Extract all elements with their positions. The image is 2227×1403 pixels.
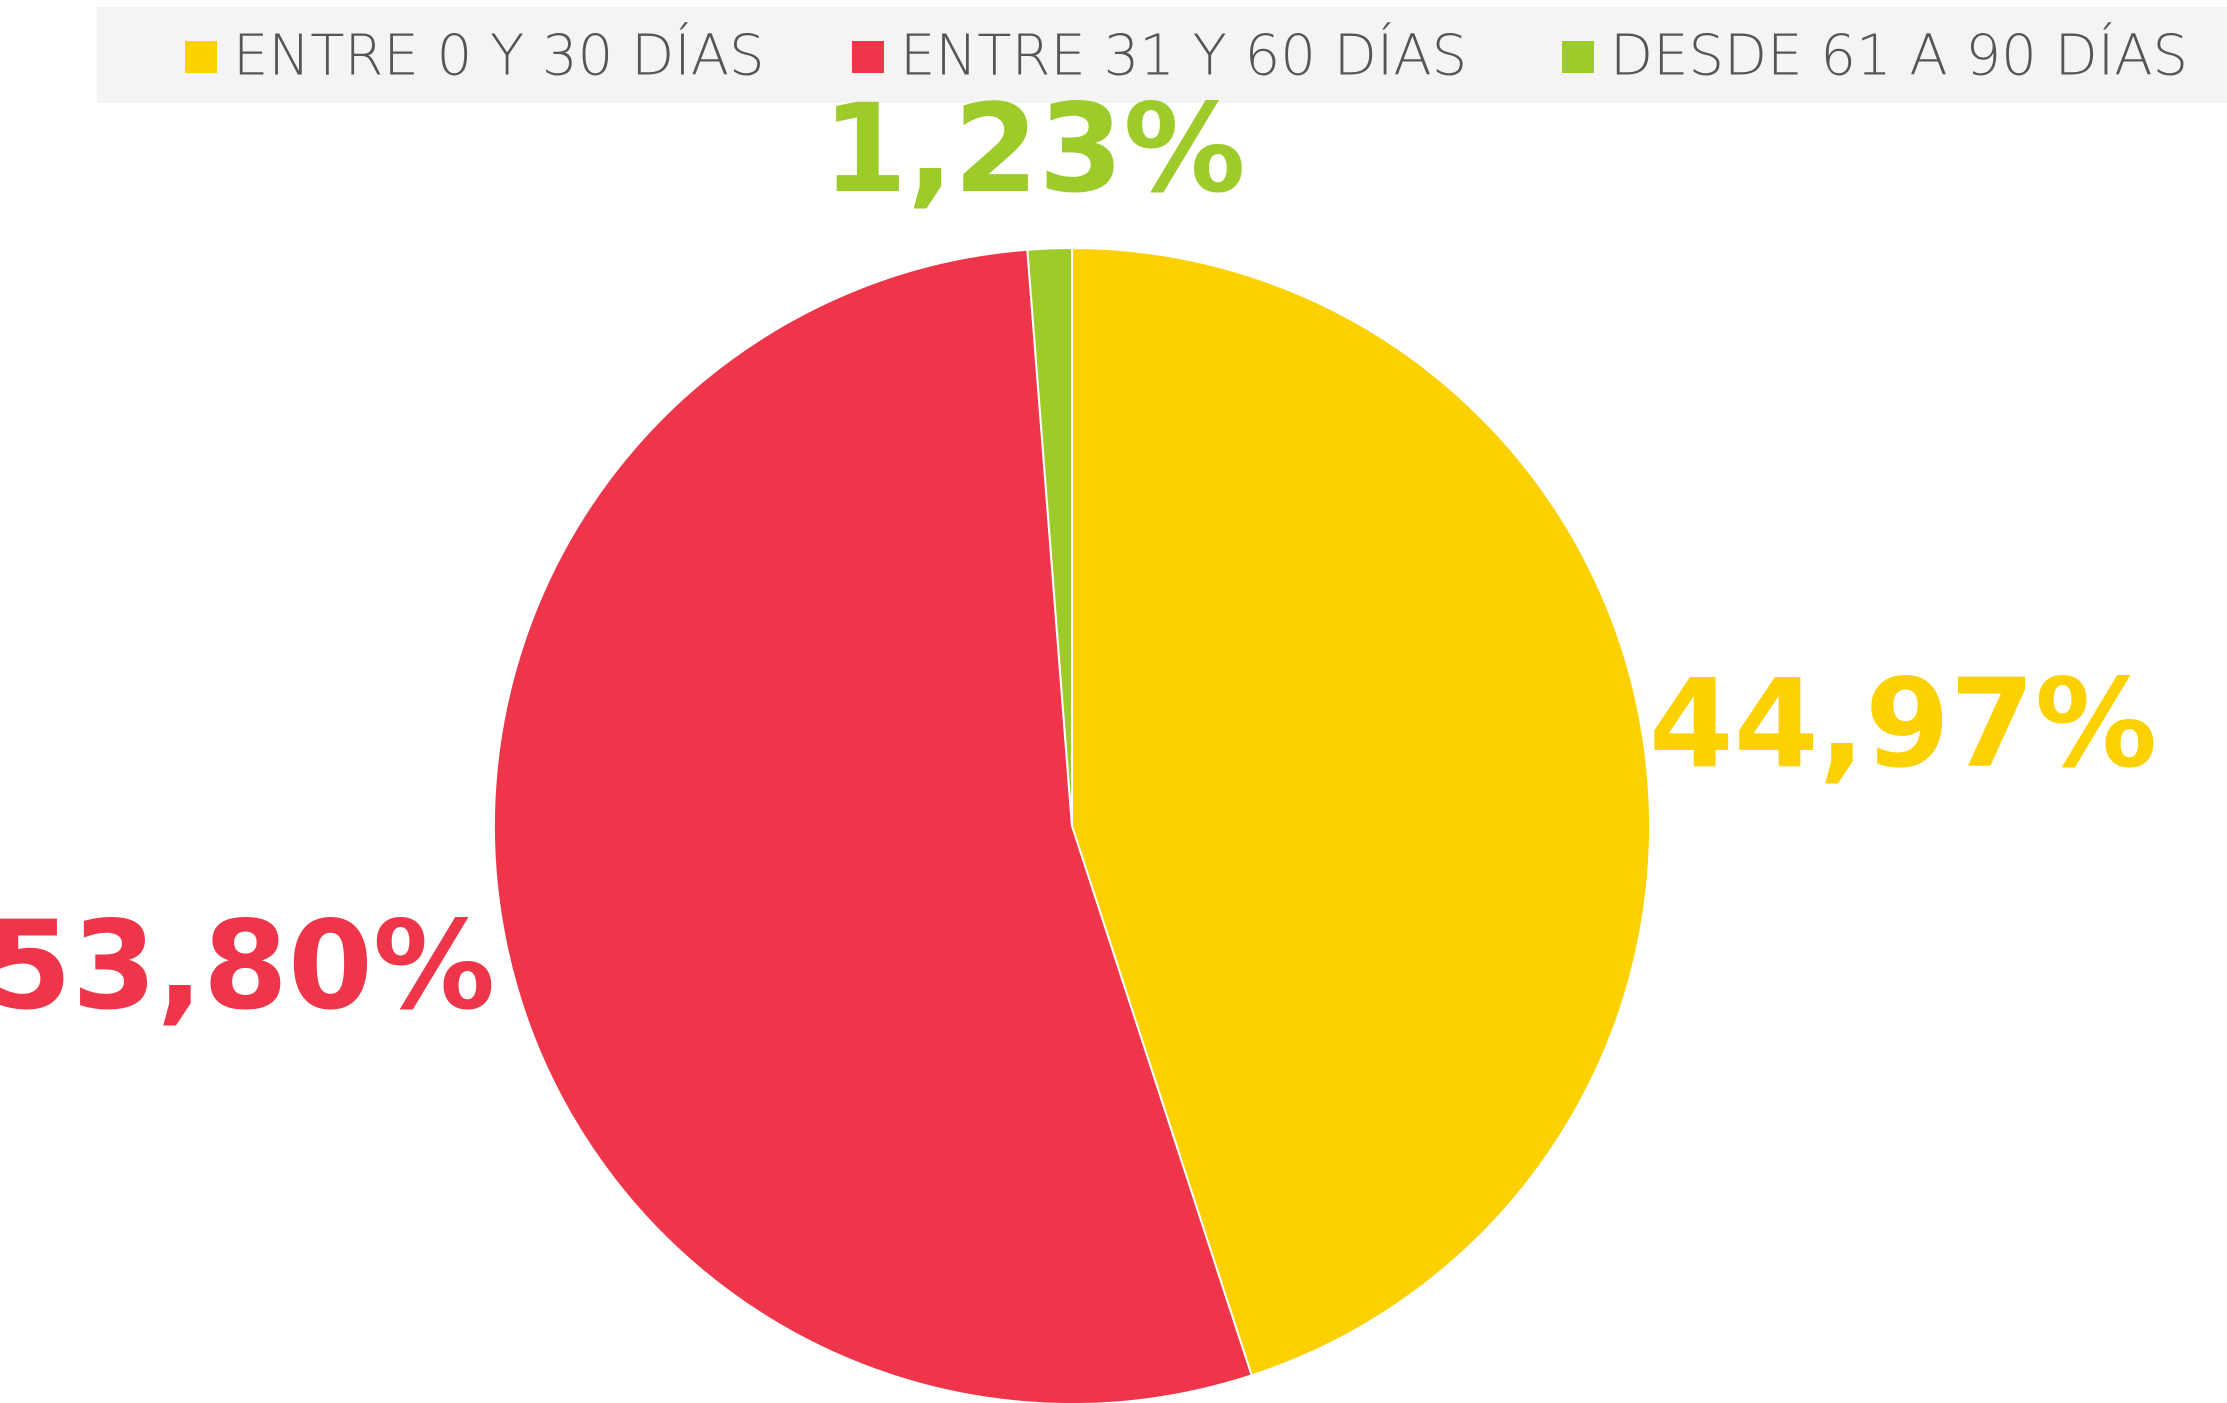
legend-label: DESDE 61 A 90 DÍAS <box>1610 23 2188 88</box>
legend-swatch <box>185 41 217 73</box>
legend-swatch <box>1562 41 1594 73</box>
value-label: 1,23% <box>822 78 1245 220</box>
pie-slice <box>493 248 1253 1403</box>
pie-slice <box>1071 246 1651 1377</box>
value-label: 44,97% <box>1649 653 2157 795</box>
legend-label: ENTRE 31 Y 60 DÍAS <box>900 23 1467 88</box>
value-label: 53,80% <box>0 895 495 1037</box>
pie-slice <box>1026 246 1073 827</box>
legend-swatch <box>852 41 884 73</box>
legend-background <box>97 7 2227 103</box>
legend-label: ENTRE 0 Y 30 DÍAS <box>233 23 765 88</box>
